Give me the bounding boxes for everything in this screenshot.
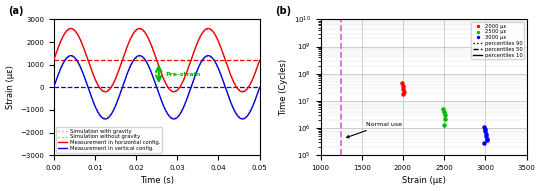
Text: (a): (a): [9, 6, 24, 16]
X-axis label: Strain (με): Strain (με): [401, 176, 445, 185]
Y-axis label: Strain (με): Strain (με): [5, 65, 15, 109]
Y-axis label: Time (Cycles): Time (Cycles): [279, 59, 288, 116]
Legend: Simulation with gravity, Simulation without gravity, Measurement in horizontal c: Simulation with gravity, Simulation with…: [56, 127, 162, 153]
Text: Pre-strain: Pre-strain: [165, 72, 200, 77]
Text: (b): (b): [275, 6, 292, 16]
X-axis label: Time (s): Time (s): [140, 176, 174, 185]
Legend: 2000 με, 2500 με, 3000 με, percentiles 90, percentiles 50, percentiles 10: 2000 με, 2500 με, 3000 με, percentiles 9…: [471, 22, 524, 59]
Text: Normal use: Normal use: [347, 122, 402, 138]
